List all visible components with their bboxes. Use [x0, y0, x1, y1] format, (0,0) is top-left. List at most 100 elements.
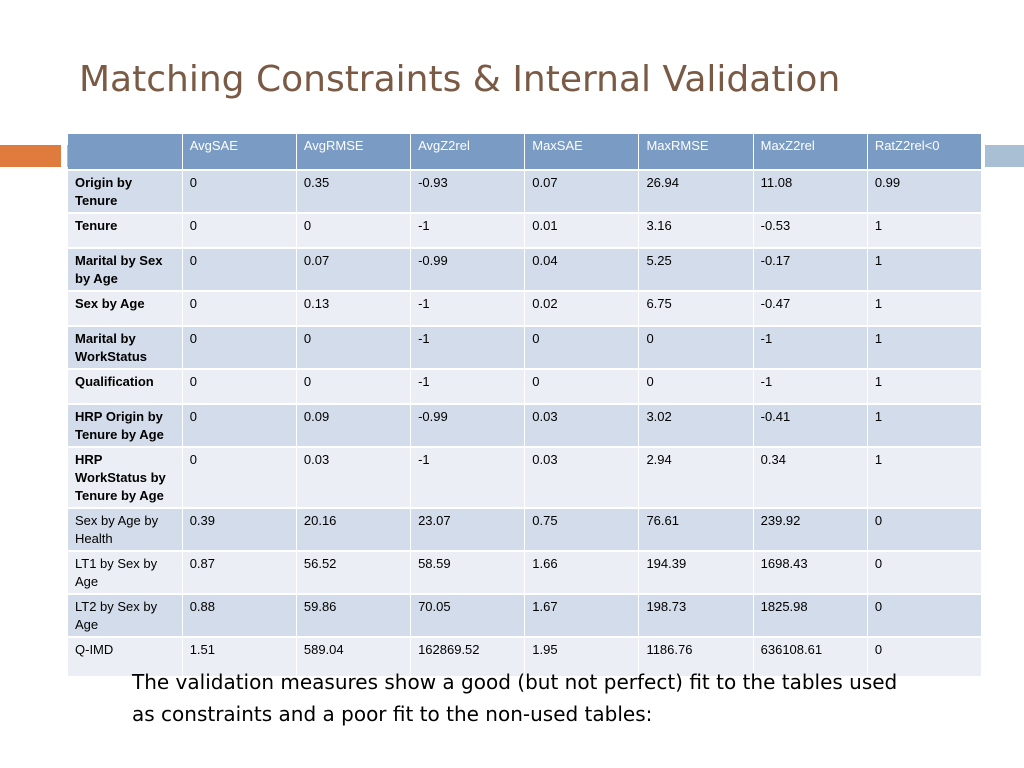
- table-cell: 6.75: [638, 291, 754, 327]
- table-row: Q-IMD 1.51 589.04 162869.52 1.95 1186.76 63610…: [68, 637, 983, 678]
- table-cell: 0.34: [753, 447, 868, 509]
- table-cell: 0.03: [524, 447, 640, 509]
- row-label: Sex by Age by Health: [68, 508, 183, 552]
- table-cell: 26.94: [638, 170, 754, 214]
- table-cell: 0: [182, 326, 297, 370]
- table-cell: 1698.43: [753, 551, 868, 595]
- table-cell: 2.94: [638, 447, 754, 509]
- table-row: HRP WorkStatus by Tenure by Age 0 0.03 -1 0.…: [68, 447, 983, 509]
- slide-title: Matching Constraints & Internal Validati…: [79, 59, 841, 100]
- table-row: Sex by Age 0 0.13 -1 0.02 6.75 -0.47 1: [68, 291, 983, 327]
- table-cell: 1825.98: [753, 594, 868, 638]
- table-cell: 0.35: [296, 170, 412, 214]
- row-label: Marital by WorkStatus: [68, 326, 183, 370]
- table-cell: 0.01: [524, 213, 640, 249]
- table-cell: 0: [182, 404, 297, 448]
- table-cell: -1: [410, 326, 526, 370]
- table-cell: 0: [867, 551, 983, 595]
- table-cell: 5.25: [638, 248, 754, 292]
- table-cell: 0: [296, 326, 412, 370]
- table-cell: -0.93: [410, 170, 526, 214]
- table-cell: 1.95: [524, 637, 640, 678]
- table-cell: 589.04: [296, 637, 412, 678]
- table-cell: 59.86: [296, 594, 412, 638]
- table-cell: 0.09: [296, 404, 412, 448]
- row-label: Tenure: [68, 213, 183, 249]
- table-cell: 0.39: [182, 508, 297, 552]
- row-label: Origin by Tenure: [68, 170, 183, 214]
- row-label: HRP Origin by Tenure by Age: [68, 404, 183, 448]
- table-cell: 58.59: [410, 551, 526, 595]
- row-label: Sex by Age: [68, 291, 183, 327]
- table-row: Qualification 0 0 -1 0 0 -1 1: [68, 369, 983, 405]
- table-cell: 1.51: [182, 637, 297, 678]
- table-cell: 23.07: [410, 508, 526, 552]
- table-row: HRP Origin by Tenure by Age 0 0.09 -0.99 0.0…: [68, 404, 983, 448]
- table-cell: 76.61: [638, 508, 754, 552]
- table-cell: 0: [182, 291, 297, 327]
- table-cell: 0: [867, 594, 983, 638]
- row-label: Qualification: [68, 369, 183, 405]
- table-cell: 3.02: [638, 404, 754, 448]
- row-label: HRP WorkStatus by Tenure by Age: [68, 447, 183, 509]
- table-cell: 0: [182, 170, 297, 214]
- table-cell: 0.99: [867, 170, 983, 214]
- footnote: The validation measures show a good (but…: [132, 670, 898, 726]
- table-cell: 0: [182, 369, 297, 405]
- table-cell: 20.16: [296, 508, 412, 552]
- table-cell: 0: [182, 447, 297, 509]
- table-cell: 1.67: [524, 594, 640, 638]
- table-cell: 0.88: [182, 594, 297, 638]
- table-cell: 11.08: [753, 170, 868, 214]
- table-cell: 1: [867, 248, 983, 292]
- row-label: LT2 by Sex by Age: [68, 594, 183, 638]
- table-cell: -0.99: [410, 404, 526, 448]
- table-cell: -1: [410, 369, 526, 405]
- table-cell: 0.13: [296, 291, 412, 327]
- accent-bar-orange: [0, 145, 61, 167]
- table-cell: 1: [867, 404, 983, 448]
- table-cell: 56.52: [296, 551, 412, 595]
- table-cell: 239.92: [753, 508, 868, 552]
- table-cell: -1: [410, 213, 526, 249]
- table-cell: 162869.52: [410, 637, 526, 678]
- table-cell: 0.07: [524, 170, 640, 214]
- accent-bar-blue-right: [985, 145, 1024, 167]
- table-cell: 0: [638, 326, 754, 370]
- table-cell: 194.39: [638, 551, 754, 595]
- table-row: Tenure 0 0 -1 0.01 3.16 -0.53 1: [68, 213, 983, 249]
- row-label: Q-IMD: [68, 637, 183, 678]
- header-cell: AvgSAE: [182, 134, 297, 171]
- table-cell: -0.41: [753, 404, 868, 448]
- header-cell: AvgZ2rel: [410, 134, 526, 171]
- table-row: LT1 by Sex by Age 0.87 56.52 58.59 1.66 194.3…: [68, 551, 983, 595]
- table-cell: 636108.61: [753, 637, 868, 678]
- table-row: LT2 by Sex by Age 0.88 59.86 70.05 1.67 198.7…: [68, 594, 983, 638]
- header-cell: MaxSAE: [524, 134, 640, 171]
- row-label: Marital by Sex by Age: [68, 248, 183, 292]
- table-cell: 198.73: [638, 594, 754, 638]
- table-cell: -1: [410, 291, 526, 327]
- table-cell: 0: [867, 508, 983, 552]
- table-cell: 0.03: [524, 404, 640, 448]
- table-cell: -0.47: [753, 291, 868, 327]
- table-row: Marital by Sex by Age 0 0.07 -0.99 0.04 5.25-…: [68, 248, 983, 292]
- table-body: Origin by Tenure 0 0.35 -0.93 0.07 26.94 11.08…: [68, 170, 983, 678]
- table-cell: 0.07: [296, 248, 412, 292]
- validation-table: AvgSAE AvgRMSE AvgZ2rel MaxSAE MaxRMSE M…: [68, 134, 983, 678]
- row-label: LT1 by Sex by Age: [68, 551, 183, 595]
- table-cell: 0: [182, 248, 297, 292]
- table-row: Marital by WorkStatus 0 0 -1 0 0 -1 1: [68, 326, 983, 370]
- table-cell: 0.03: [296, 447, 412, 509]
- table-cell: 0: [867, 637, 983, 678]
- table-cell: 0: [296, 369, 412, 405]
- table-cell: -1: [753, 369, 868, 405]
- table-cell: 70.05: [410, 594, 526, 638]
- header-cell: MaxZ2rel: [753, 134, 868, 171]
- table-cell: -0.17: [753, 248, 868, 292]
- table-cell: 3.16: [638, 213, 754, 249]
- header-cell: MaxRMSE: [638, 134, 754, 171]
- table-cell: 0: [638, 369, 754, 405]
- table-row: Origin by Tenure 0 0.35 -0.93 0.07 26.94 11.08…: [68, 170, 983, 214]
- table-cell: 1: [867, 447, 983, 509]
